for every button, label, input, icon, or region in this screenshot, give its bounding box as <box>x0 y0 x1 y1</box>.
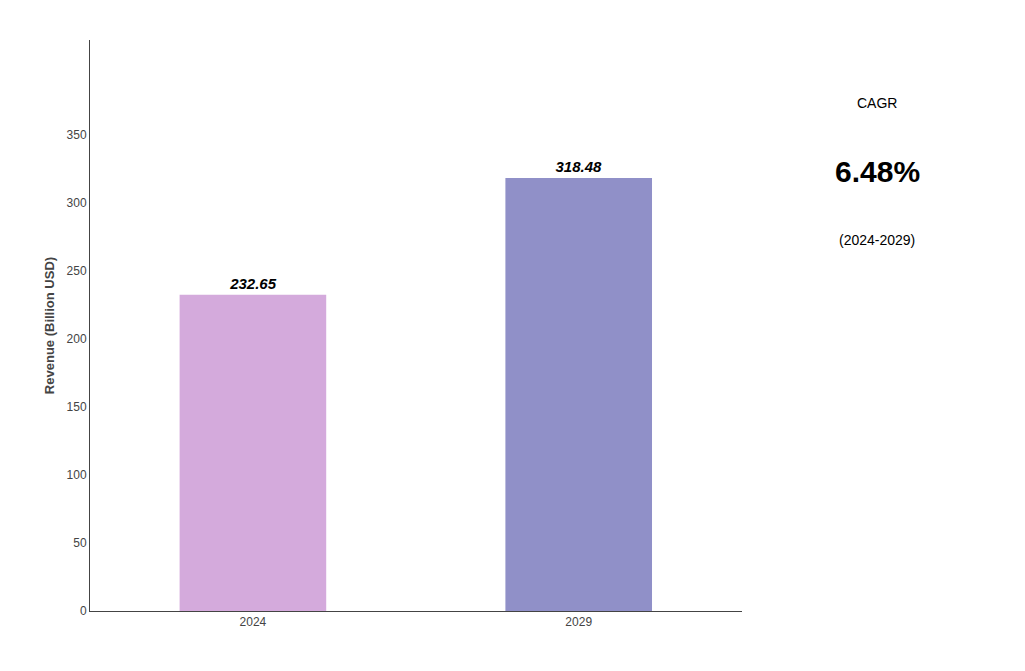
svg-text:300: 300 <box>67 196 87 210</box>
svg-text:100: 100 <box>67 468 87 482</box>
svg-text:50: 50 <box>73 536 87 550</box>
svg-text:350: 350 <box>67 128 87 142</box>
svg-text:232.65: 232.65 <box>229 275 277 292</box>
svg-text:Revenue (Billion USD): Revenue (Billion USD) <box>42 257 57 394</box>
svg-text:150: 150 <box>67 400 87 414</box>
svg-text:200: 200 <box>67 332 87 346</box>
svg-text:CAGR: CAGR <box>857 95 897 111</box>
svg-text:250: 250 <box>67 264 87 278</box>
svg-text:0: 0 <box>80 604 87 618</box>
svg-text:318.48: 318.48 <box>555 158 602 175</box>
svg-text:(2024-2029): (2024-2029) <box>839 232 915 248</box>
svg-text:6.48%: 6.48% <box>835 155 920 188</box>
svg-text:2029: 2029 <box>565 615 592 629</box>
svg-text:2024: 2024 <box>240 615 267 629</box>
